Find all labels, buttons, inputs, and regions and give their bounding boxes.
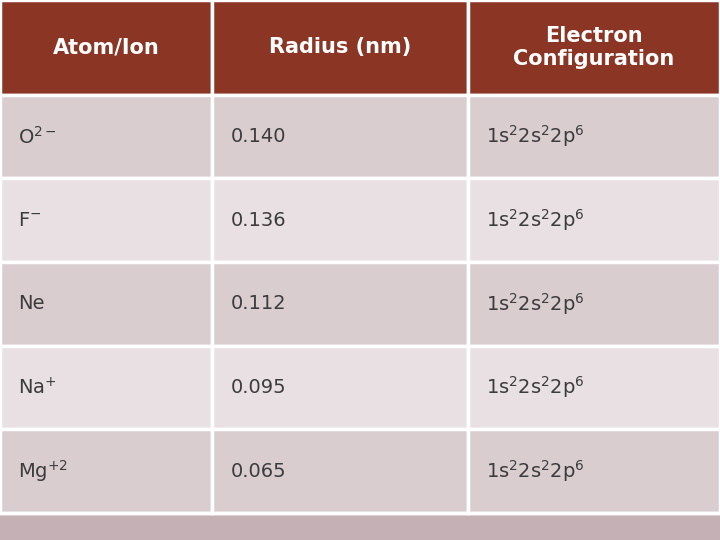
Bar bbox=[468, 0, 720, 94]
Bar bbox=[468, 429, 720, 513]
Bar bbox=[0, 429, 212, 513]
Text: Na$^{+}$: Na$^{+}$ bbox=[18, 377, 57, 398]
Text: O$^{2-}$: O$^{2-}$ bbox=[18, 125, 57, 147]
Bar bbox=[468, 346, 720, 429]
Bar bbox=[0, 94, 212, 178]
Text: 1s$^{2}$2s$^{2}$2p$^{6}$: 1s$^{2}$2s$^{2}$2p$^{6}$ bbox=[486, 124, 585, 149]
Text: 1s$^{2}$2s$^{2}$2p$^{6}$: 1s$^{2}$2s$^{2}$2p$^{6}$ bbox=[486, 375, 585, 400]
Bar bbox=[212, 94, 468, 178]
Text: 0.136: 0.136 bbox=[230, 211, 286, 229]
Text: 1s$^{2}$2s$^{2}$2p$^{6}$: 1s$^{2}$2s$^{2}$2p$^{6}$ bbox=[486, 458, 585, 484]
Bar bbox=[212, 429, 468, 513]
Bar bbox=[0, 0, 212, 94]
Bar bbox=[0, 262, 212, 346]
Bar bbox=[212, 178, 468, 262]
Bar bbox=[468, 178, 720, 262]
Bar bbox=[0, 178, 212, 262]
Bar bbox=[0, 346, 212, 429]
Text: Ne: Ne bbox=[18, 294, 45, 313]
Text: 1s$^{2}$2s$^{2}$2p$^{6}$: 1s$^{2}$2s$^{2}$2p$^{6}$ bbox=[486, 291, 585, 316]
Text: Radius (nm): Radius (nm) bbox=[269, 37, 411, 57]
Text: 1s$^{2}$2s$^{2}$2p$^{6}$: 1s$^{2}$2s$^{2}$2p$^{6}$ bbox=[486, 207, 585, 233]
Text: 0.112: 0.112 bbox=[230, 294, 286, 313]
Text: Mg$^{+2}$: Mg$^{+2}$ bbox=[18, 458, 68, 484]
Text: 0.140: 0.140 bbox=[230, 127, 286, 146]
Bar bbox=[468, 94, 720, 178]
Text: F$^{-}$: F$^{-}$ bbox=[18, 211, 42, 229]
Bar bbox=[212, 262, 468, 346]
Text: 0.065: 0.065 bbox=[230, 462, 286, 481]
Bar bbox=[468, 262, 720, 346]
Bar bbox=[212, 0, 468, 94]
Text: 0.095: 0.095 bbox=[230, 378, 286, 397]
Text: Electron
Configuration: Electron Configuration bbox=[513, 25, 675, 69]
Bar bbox=[212, 346, 468, 429]
Text: Atom/Ion: Atom/Ion bbox=[53, 37, 160, 57]
